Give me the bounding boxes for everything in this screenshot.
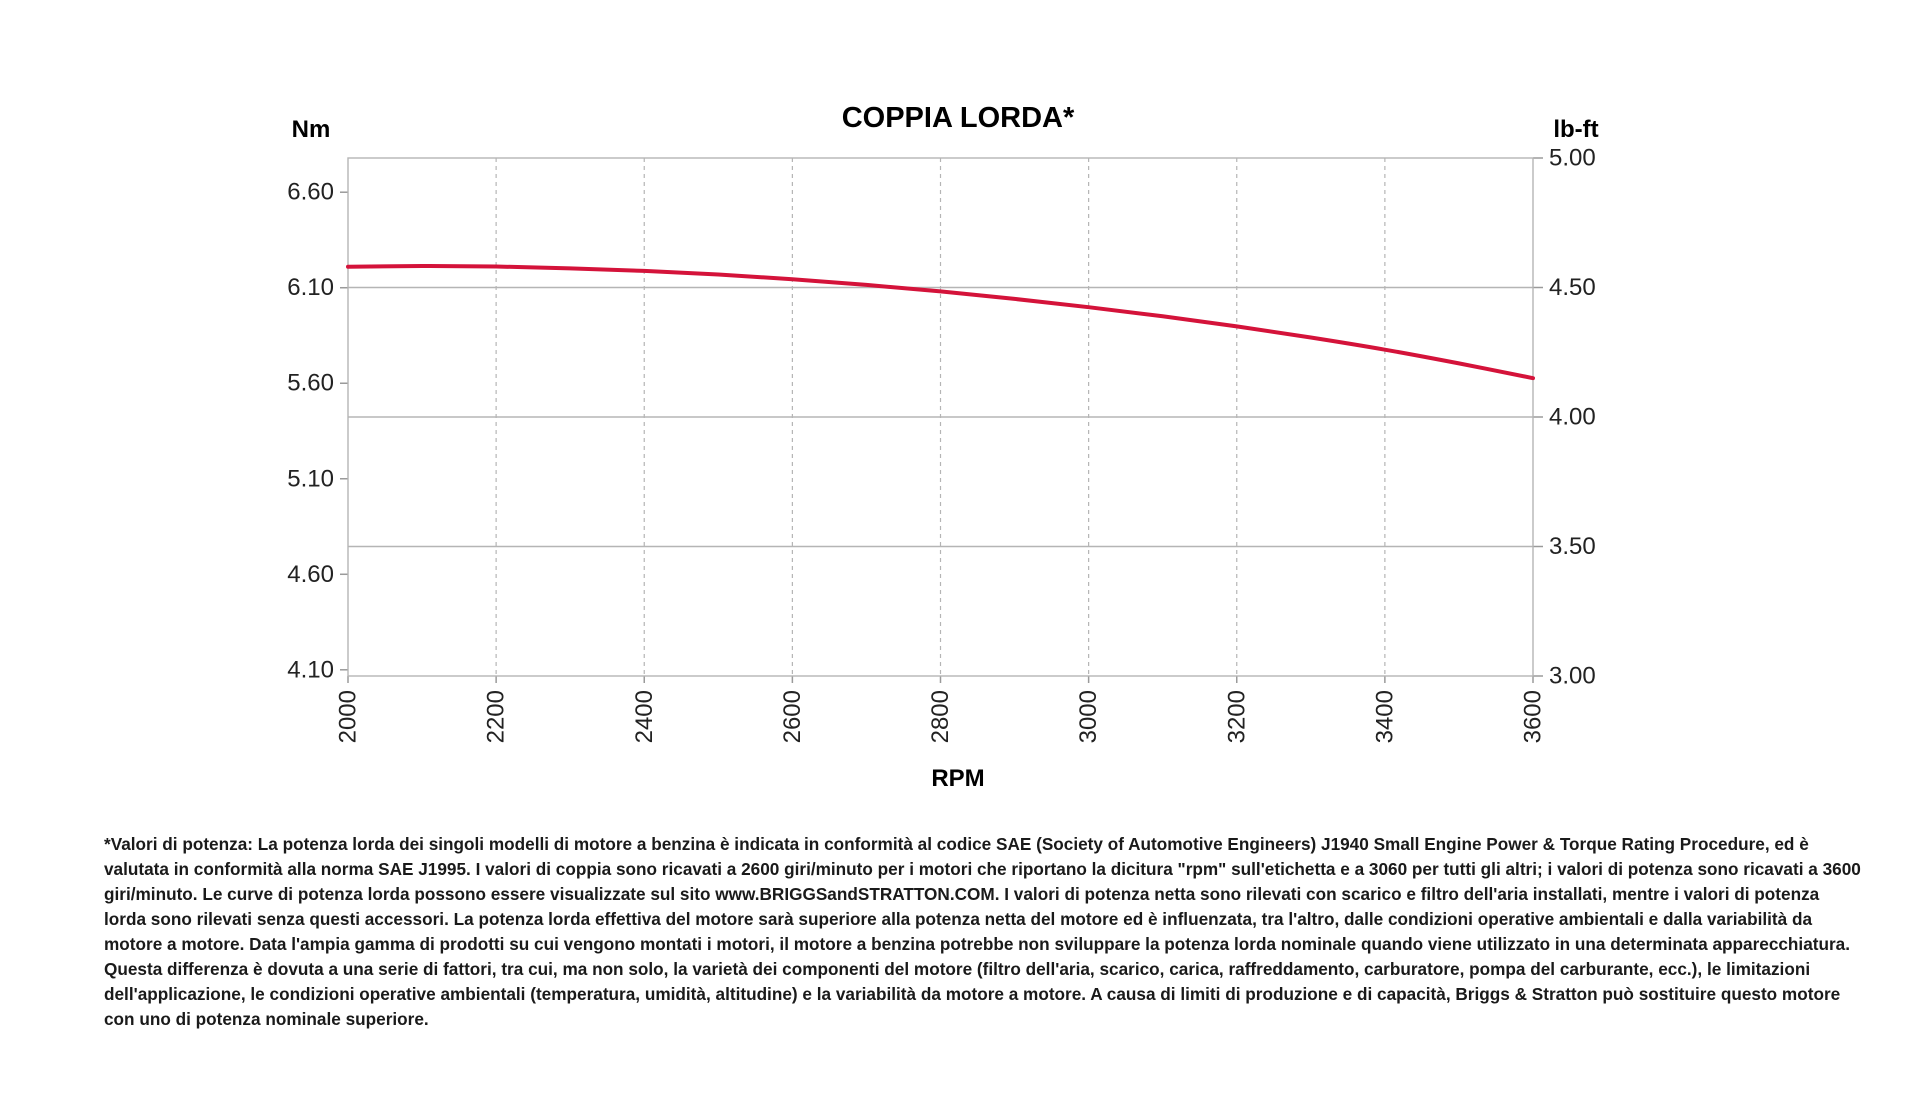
x-axis-label: RPM (931, 765, 984, 792)
x-tick-label-3400: 3400 (1371, 690, 1398, 743)
torque-chart: COPPIA LORDA* Nm lb-ft 2000 2200 2400 2600 2… (287, 102, 1598, 792)
x-tick-label-2000: 2000 (335, 690, 362, 743)
right-tick-label-5.00: 5.00 (1549, 145, 1596, 172)
series-layer (346, 263, 1535, 381)
right-tick-label-4.00: 4.00 (1549, 404, 1596, 431)
axes (340, 157, 1543, 683)
left-tick-label-4.60: 4.60 (287, 561, 334, 588)
torque-series-line-0 (346, 263, 1535, 381)
left-tick-label-6.60: 6.60 (287, 179, 334, 206)
right-tick-label-4.50: 4.50 (1549, 274, 1596, 301)
x-tick-label-2200: 2200 (483, 690, 510, 743)
x-tick-label-2800: 2800 (927, 690, 954, 743)
left-tick-label-5.10: 5.10 (287, 465, 334, 492)
right-tick-label-3.50: 3.50 (1549, 533, 1596, 560)
x-tick-label-2400: 2400 (631, 690, 658, 743)
x-tick-label-3200: 3200 (1223, 690, 1250, 743)
left-axis-unit: Nm (292, 116, 331, 143)
left-tick-label-4.10: 4.10 (287, 656, 334, 683)
x-tick-label-3600: 3600 (1520, 690, 1547, 743)
chart-title: COPPIA LORDA* (842, 102, 1075, 134)
right-tick-label-3.00: 3.00 (1549, 663, 1596, 690)
footnote: *Valori di potenza: La potenza lorda dei… (104, 834, 1861, 1029)
tick-labels: 2000 2200 2400 2600 2800 3000 3200 3400 36003.00… (287, 145, 1595, 744)
grid (348, 158, 1533, 676)
left-tick-label-5.60: 5.60 (287, 370, 334, 397)
plot-frame (347, 157, 1534, 677)
left-tick-label-6.10: 6.10 (287, 274, 334, 301)
x-tick-label-2600: 2600 (779, 690, 806, 743)
x-tick-label-3000: 3000 (1075, 690, 1102, 743)
right-axis-unit: lb-ft (1553, 116, 1598, 143)
